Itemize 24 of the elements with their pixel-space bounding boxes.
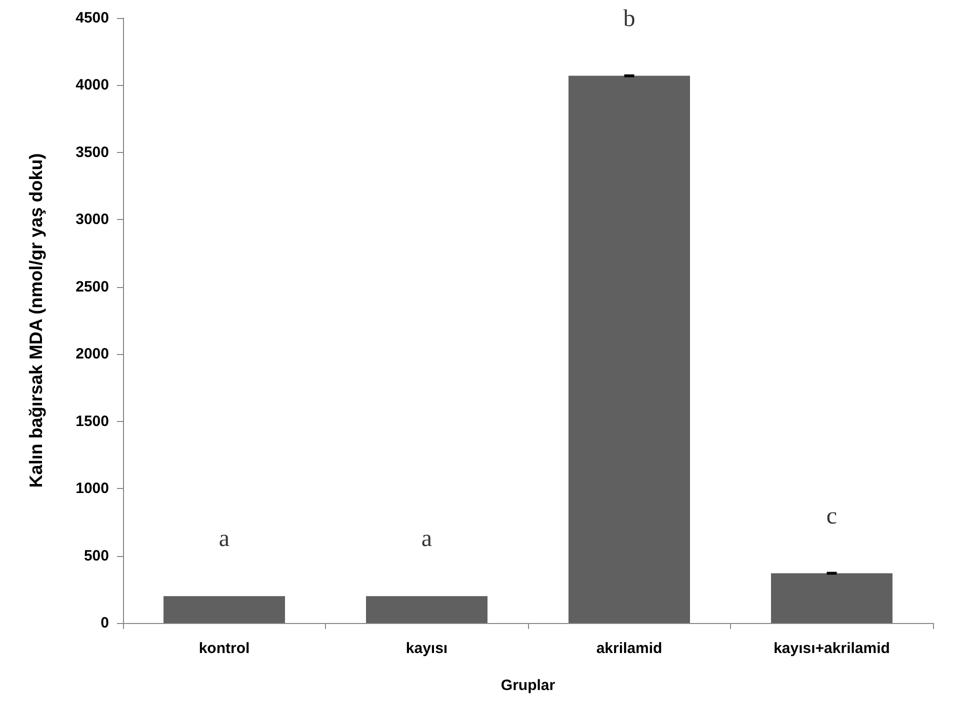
y-tick-label: 2500 (76, 278, 109, 296)
y-tick-label: 3000 (76, 211, 109, 228)
x-tick-label: kayısı (406, 640, 448, 657)
y-tick-label: 500 (84, 547, 109, 564)
bar (366, 596, 488, 623)
x-tick-label: akrilamid (596, 640, 662, 657)
annotation: b (623, 6, 636, 32)
annotation: a (218, 526, 230, 552)
y-tick-label: 0 (100, 614, 109, 632)
bar (164, 596, 285, 623)
y-axis-title: Kalın bağırsak MDA (nmol/gr yaş doku) (26, 153, 46, 488)
annotation: c (826, 503, 838, 530)
y-tick-label: 1500 (76, 412, 109, 430)
bar (568, 76, 690, 623)
y-tick-label: 3500 (76, 144, 109, 161)
x-tick-label: kontrol (198, 640, 250, 657)
y-tick-label: 2000 (76, 346, 109, 363)
y-tick-label: 4500 (76, 10, 109, 26)
y-tick-label: 4000 (76, 76, 109, 94)
y-tick-label: 1000 (76, 480, 109, 498)
annotation: a (421, 526, 432, 552)
bar (771, 573, 892, 623)
x-axis-title: Gruplar (500, 677, 556, 694)
x-tick-label: kayısı+akrilamid (774, 640, 890, 657)
